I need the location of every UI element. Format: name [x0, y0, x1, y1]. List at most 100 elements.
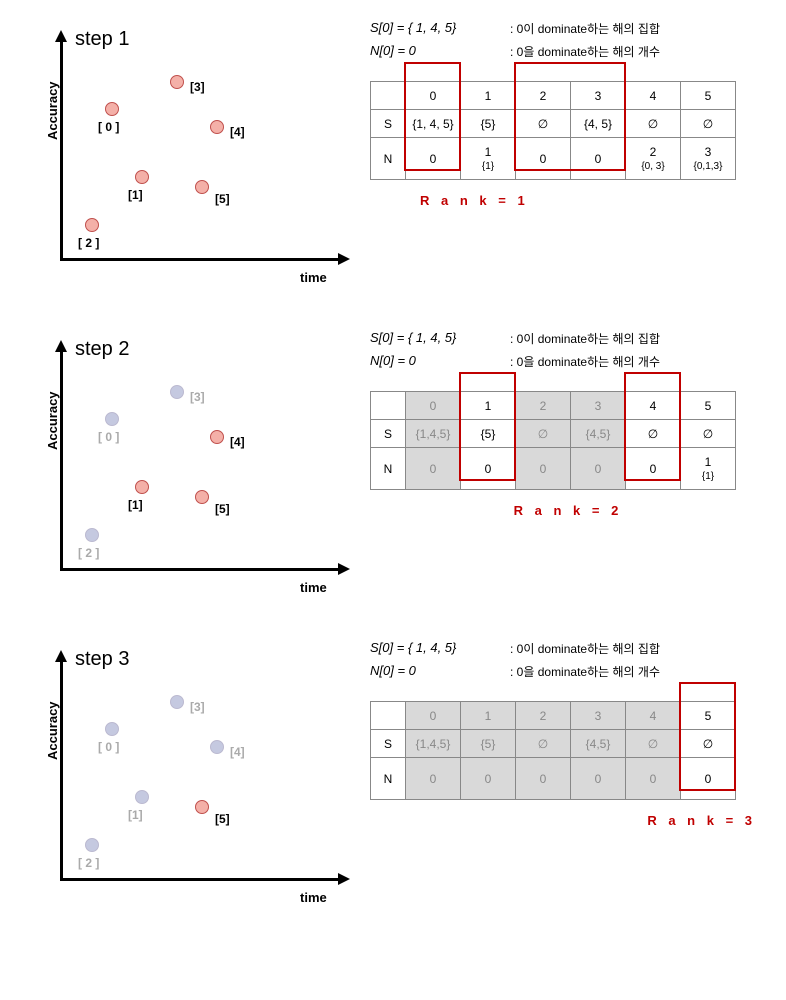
data-point-0 — [105, 722, 119, 736]
s-cell-1: {5} — [461, 110, 516, 138]
col-header-2: 2 — [516, 702, 571, 730]
header-corner — [371, 702, 406, 730]
domination-table: 012345S{1,4,5}{5}∅{4,5}∅∅N000000 — [370, 701, 736, 800]
row-header-s: S — [371, 420, 406, 448]
n-cell-5: 3{0,1,3} — [681, 138, 736, 180]
point-label-5: [5] — [215, 192, 230, 206]
formula-s-desc: : 0이 dominate하는 해의 집합 — [510, 330, 660, 347]
n-cell-2: 0 — [516, 138, 571, 180]
formula-n: N[0] = 0: 0을 dominate하는 해의 개수 — [370, 353, 766, 370]
row-header-n: N — [371, 138, 406, 180]
row-header-n: N — [371, 758, 406, 800]
n-sub-5: {1} — [683, 471, 733, 482]
info-panel: S[0] = { 1, 4, 5}: 0이 dominate하는 해의 집합N[… — [360, 330, 766, 610]
n-cell-5: 1{1} — [681, 448, 736, 490]
col-header-4: 4 — [626, 392, 681, 420]
col-header-0: 0 — [406, 702, 461, 730]
col-header-3: 3 — [571, 702, 626, 730]
col-header-3: 3 — [571, 392, 626, 420]
point-label-1: [1] — [128, 808, 143, 822]
point-label-4: [4] — [230, 435, 245, 449]
data-point-0 — [105, 412, 119, 426]
col-header-4: 4 — [626, 702, 681, 730]
step-title: step 2 — [75, 338, 129, 361]
point-label-1: [1] — [128, 498, 143, 512]
formula-s: S[0] = { 1, 4, 5}: 0이 dominate하는 해의 집합 — [370, 640, 766, 657]
header-corner — [371, 392, 406, 420]
formula-n: N[0] = 0: 0을 dominate하는 해의 개수 — [370, 43, 766, 60]
data-point-5 — [195, 180, 209, 194]
scatter-chart: step 3Accuracytime[ 0 ][1][ 2 ][3][4][5] — [20, 640, 360, 920]
y-axis-label: Accuracy — [45, 81, 60, 140]
point-label-5: [5] — [215, 812, 230, 826]
row-header-s: S — [371, 730, 406, 758]
s-cell-0: {1,4,5} — [406, 730, 461, 758]
x-axis-label: time — [300, 890, 327, 905]
col-header-1: 1 — [461, 392, 516, 420]
col-header-5: 5 — [681, 702, 736, 730]
y-axis — [60, 40, 63, 260]
point-label-2: [ 2 ] — [78, 236, 99, 250]
point-label-3: [3] — [190, 80, 205, 94]
data-point-1 — [135, 790, 149, 804]
rank-label: R a n k = 2 — [370, 503, 766, 518]
col-header-1: 1 — [461, 82, 516, 110]
s-cell-0: {1,4,5} — [406, 420, 461, 448]
s-cell-3: {4,5} — [571, 420, 626, 448]
col-header-0: 0 — [406, 82, 461, 110]
n-sub-5: {0,1,3} — [683, 161, 733, 172]
formula-s-expr: S[0] = { 1, 4, 5} — [370, 640, 510, 657]
data-point-4 — [210, 120, 224, 134]
n-cell-0: 0 — [406, 138, 461, 180]
step-title: step 1 — [75, 28, 129, 51]
data-point-3 — [170, 695, 184, 709]
x-axis — [60, 258, 340, 261]
col-header-2: 2 — [516, 392, 571, 420]
s-cell-5: ∅ — [681, 420, 736, 448]
point-label-0: [ 0 ] — [98, 430, 119, 444]
data-point-5 — [195, 800, 209, 814]
formula-s-desc: : 0이 dominate하는 해의 집합 — [510, 640, 660, 657]
s-cell-1: {5} — [461, 420, 516, 448]
data-point-3 — [170, 385, 184, 399]
formula-n-desc: : 0을 dominate하는 해의 개수 — [510, 663, 660, 680]
n-cell-1: 0 — [461, 758, 516, 800]
col-header-0: 0 — [406, 392, 461, 420]
step-block-2: step 2Accuracytime[ 0 ][1][ 2 ][3][4][5]… — [20, 330, 766, 610]
n-cell-3: 0 — [571, 138, 626, 180]
col-header-3: 3 — [571, 82, 626, 110]
x-axis-label: time — [300, 270, 327, 285]
data-point-3 — [170, 75, 184, 89]
formula-n-expr: N[0] = 0 — [370, 43, 510, 60]
n-cell-1: 1{1} — [461, 138, 516, 180]
s-cell-4: ∅ — [626, 420, 681, 448]
data-point-4 — [210, 740, 224, 754]
y-axis — [60, 350, 63, 570]
y-axis-label: Accuracy — [45, 391, 60, 450]
s-cell-2: ∅ — [516, 730, 571, 758]
n-cell-4: 0 — [626, 758, 681, 800]
info-panel: S[0] = { 1, 4, 5}: 0이 dominate하는 해의 집합 N[… — [360, 20, 766, 300]
scatter-chart: step 1Accuracytime[ 0 ][1][ 2 ][3][4][5] — [20, 20, 360, 300]
s-cell-1: {5} — [461, 730, 516, 758]
n-cell-2: 0 — [516, 448, 571, 490]
step-block-1: step 1Accuracytime[ 0 ][1][ 2 ][3][4][5]… — [20, 20, 766, 300]
row-header-n: N — [371, 448, 406, 490]
x-axis — [60, 878, 340, 881]
s-cell-5: ∅ — [681, 110, 736, 138]
n-cell-2: 0 — [516, 758, 571, 800]
data-point-0 — [105, 102, 119, 116]
data-point-2 — [85, 528, 99, 542]
y-axis-label: Accuracy — [45, 701, 60, 760]
n-cell-0: 0 — [406, 758, 461, 800]
point-label-4: [4] — [230, 745, 245, 759]
n-cell-3: 0 — [571, 448, 626, 490]
domination-table: 012345S{1,4,5}{5}∅{4,5}∅∅N000001{1} — [370, 391, 736, 490]
formula-s: S[0] = { 1, 4, 5}: 0이 dominate하는 해의 집합 — [370, 20, 766, 37]
formula-s-desc: : 0이 dominate하는 해의 집합 — [510, 20, 660, 37]
formula-n-desc: : 0을 dominate하는 해의 개수 — [510, 43, 660, 60]
point-label-1: [1] — [128, 188, 143, 202]
rank-label: R a n k = 3 — [370, 813, 766, 828]
n-sub-1: {1} — [463, 161, 513, 172]
info-panel: S[0] = { 1, 4, 5}: 0이 dominate하는 해의 집합N[… — [360, 640, 766, 920]
